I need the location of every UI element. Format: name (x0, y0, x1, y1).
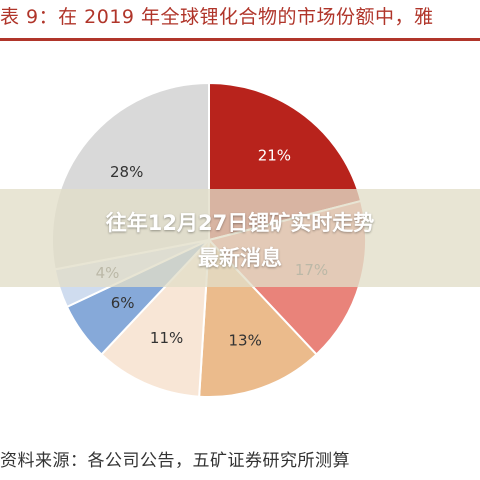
pie-slice-label-2: 13% (229, 331, 262, 349)
pie-slice-label-3: 11% (150, 329, 183, 347)
source-note: 资料来源：各公司公告，五矿证券研究所测算 (0, 451, 350, 471)
overlay-subheadline[interactable]: 最新消息 (198, 246, 282, 270)
overlay-banner: 往年12月27日锂矿实时走势 最新消息 (0, 189, 480, 287)
overlay-headline[interactable]: 往年12月27日锂矿实时走势 (105, 211, 375, 235)
pie-slice-label-4: 6% (111, 294, 135, 312)
chart-title: 表 9：在 2019 年全球锂化合物的市场份额中，雅 (0, 6, 434, 28)
pie-slice-label-0: 21% (258, 147, 291, 165)
pie-slice-label-6: 28% (110, 163, 143, 181)
chart-title-strip: 表 9：在 2019 年全球锂化合物的市场份额中，雅 (0, 0, 480, 41)
